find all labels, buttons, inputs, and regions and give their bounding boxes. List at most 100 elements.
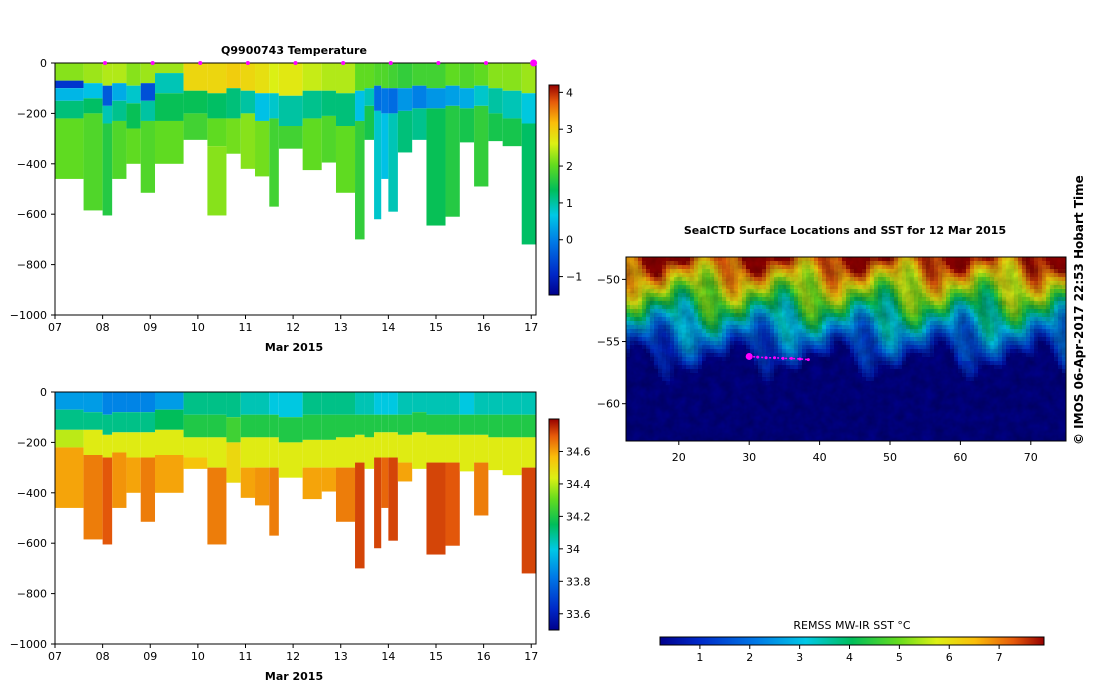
x-tick-label: 11 xyxy=(238,321,252,334)
section-cell xyxy=(207,63,227,94)
x-tick-label: 16 xyxy=(477,650,491,663)
section-cell xyxy=(155,63,184,74)
section-cell xyxy=(183,63,208,91)
section-cell xyxy=(83,83,103,99)
profile-marker xyxy=(341,61,346,65)
section-cell xyxy=(321,63,336,91)
temperature-cells xyxy=(55,63,536,245)
x-tick-label: 16 xyxy=(477,321,491,334)
section-cell xyxy=(240,414,256,438)
section-cell xyxy=(140,392,156,413)
x-tick-label: 13 xyxy=(334,321,348,334)
section-cell xyxy=(445,85,460,106)
x-tick-label: 08 xyxy=(96,321,110,334)
section-cell xyxy=(102,457,113,545)
section-cell xyxy=(269,437,279,468)
y-tick-label: −800 xyxy=(17,588,47,601)
section-cell xyxy=(240,392,256,415)
section-cell xyxy=(321,90,336,116)
profile-marker xyxy=(150,61,155,65)
section-cell xyxy=(269,118,279,207)
section-cell xyxy=(381,432,389,458)
section-cell xyxy=(155,429,184,455)
colorbar-tick-label: 0 xyxy=(566,234,573,247)
section-cell xyxy=(321,439,336,468)
section-cell xyxy=(155,455,184,493)
section-cell xyxy=(388,63,398,89)
y-tick-label: −800 xyxy=(17,259,47,272)
section-cell xyxy=(102,392,113,415)
section-cell xyxy=(321,414,336,440)
section-cell xyxy=(355,462,365,569)
section-cell xyxy=(112,100,127,121)
section-cell xyxy=(278,63,303,96)
section-cell xyxy=(502,90,522,119)
section-cell xyxy=(412,108,427,140)
section-cell xyxy=(397,462,413,482)
section-cell xyxy=(126,103,141,129)
section-cell xyxy=(335,93,356,126)
section-cell xyxy=(374,85,382,111)
x-tick-label: 13 xyxy=(334,650,348,663)
section-cell xyxy=(207,467,227,545)
y-tick-label: −600 xyxy=(17,208,47,221)
section-cell xyxy=(364,392,375,415)
section-cell xyxy=(388,414,398,433)
temperature-y-axis: 0−200−400−600−800−1000 xyxy=(10,57,55,322)
section-cell xyxy=(397,392,413,415)
section-cell xyxy=(474,63,489,86)
section-cell xyxy=(255,392,270,415)
section-cell xyxy=(226,417,241,443)
section-cell xyxy=(474,105,489,187)
section-cell xyxy=(445,414,460,435)
colorbar-tick-label: 34.4 xyxy=(566,478,591,491)
section-cell xyxy=(102,63,113,86)
section-cell xyxy=(83,113,103,211)
section-cell xyxy=(112,432,127,453)
section-cell xyxy=(397,414,413,435)
section-cell xyxy=(55,429,84,448)
section-cell xyxy=(155,392,184,410)
section-cell xyxy=(374,414,382,433)
section-cell xyxy=(321,115,336,163)
section-cell xyxy=(388,432,398,458)
section-cell xyxy=(226,392,241,418)
section-cell xyxy=(459,414,475,435)
section-cell xyxy=(388,113,398,212)
section-cell xyxy=(255,63,270,94)
section-cell xyxy=(502,414,522,438)
section-cell xyxy=(126,85,141,104)
colorbar-tick-label: 34.2 xyxy=(566,510,591,523)
section-cell xyxy=(207,118,227,147)
section-cell xyxy=(183,437,208,458)
x-tick-label: 11 xyxy=(238,650,252,663)
section-cell xyxy=(269,63,279,94)
section-cell xyxy=(112,120,127,179)
section-cell xyxy=(112,83,127,101)
section-cell xyxy=(255,414,270,438)
x-tick-label: 10 xyxy=(191,321,205,334)
section-cell xyxy=(183,414,208,438)
section-cell xyxy=(374,392,382,415)
section-cell xyxy=(445,462,460,546)
section-cell xyxy=(397,110,413,153)
section-cell xyxy=(364,437,375,469)
temperature-xlabel: Mar 2015 xyxy=(265,341,323,354)
section-cell xyxy=(381,63,389,89)
section-cell xyxy=(55,88,84,101)
x-tick-label: 07 xyxy=(48,321,62,334)
section-cell xyxy=(269,392,279,415)
section-cell xyxy=(207,93,227,119)
section-cell xyxy=(474,462,489,516)
x-tick-label: 08 xyxy=(96,650,110,663)
section-cell xyxy=(126,128,141,164)
x-tick-label: 09 xyxy=(143,321,157,334)
section-cell xyxy=(207,146,227,216)
colorbar-tick-label: −1 xyxy=(566,271,582,284)
section-cell xyxy=(426,108,446,226)
section-cell xyxy=(240,90,256,114)
section-cell xyxy=(255,120,270,177)
section-cell xyxy=(140,100,156,121)
x-tick-label: 12 xyxy=(286,650,300,663)
